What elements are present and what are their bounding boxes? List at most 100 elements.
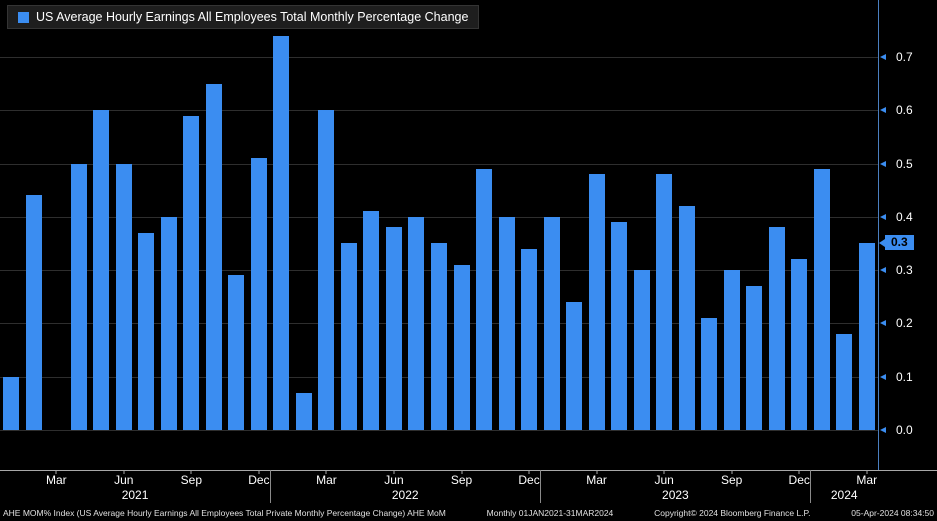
x-axis-year-label: 2021 xyxy=(121,488,149,502)
x-axis-tick xyxy=(663,470,665,474)
x-axis-year-label: 2022 xyxy=(391,488,419,502)
y-axis-tick-icon xyxy=(880,373,886,380)
year-divider-line xyxy=(270,470,272,503)
bar xyxy=(521,248,538,430)
bar xyxy=(498,216,515,430)
bar xyxy=(340,243,357,430)
y-axis-tick-label: 0.0 xyxy=(896,423,913,437)
x-axis-tick xyxy=(258,470,260,474)
bar xyxy=(836,334,853,430)
footer: AHE MOM% Index (US Average Hourly Earnin… xyxy=(0,507,937,519)
bar xyxy=(25,195,42,430)
gridline xyxy=(0,216,878,218)
bar xyxy=(138,232,155,430)
x-axis-month-label: Jun xyxy=(114,473,134,487)
x-axis-month-label: Mar xyxy=(316,473,337,487)
bar xyxy=(318,110,335,430)
year-divider-line xyxy=(810,470,812,503)
x-axis-month-label: Sep xyxy=(450,473,473,487)
y-axis-tick-icon xyxy=(880,53,886,60)
y-axis-tick-icon xyxy=(880,107,886,114)
bar xyxy=(813,168,830,430)
x-axis-month-label: Jun xyxy=(654,473,674,487)
gridline xyxy=(0,430,878,431)
bar xyxy=(611,222,628,430)
y-axis-tick-label: 0.7 xyxy=(896,49,913,64)
x-axis-year-label: 2023 xyxy=(662,488,689,502)
bar xyxy=(701,318,718,430)
x-axis-month-label: Sep xyxy=(180,473,203,487)
bar xyxy=(228,275,245,430)
bar xyxy=(3,376,20,430)
gridline xyxy=(0,110,878,112)
x-axis-tick xyxy=(461,470,462,474)
bar xyxy=(746,286,763,430)
gridline xyxy=(0,163,878,165)
footer-description: AHE MOM% Index (US Average Hourly Earnin… xyxy=(3,508,446,518)
gridline xyxy=(0,56,878,58)
y-axis-tick-label: 0.4 xyxy=(896,209,913,224)
footer-timestamp: 05-Apr-2024 08:34:50 xyxy=(851,508,934,518)
x-axis-tick xyxy=(123,470,125,474)
bar xyxy=(633,270,650,430)
x-axis-month-label: Dec xyxy=(248,473,270,487)
y-axis-tick-icon xyxy=(880,213,886,220)
bar xyxy=(250,158,267,430)
x-axis-month-label: Mar xyxy=(45,473,67,487)
y-axis-tick-icon xyxy=(880,160,886,167)
x-axis-tick xyxy=(393,470,395,474)
year-divider-line xyxy=(540,470,542,503)
legend-swatch-icon xyxy=(18,11,29,23)
x-axis-tick xyxy=(731,470,733,474)
bar xyxy=(273,35,290,430)
bar xyxy=(791,259,808,430)
bar xyxy=(363,211,380,430)
bar xyxy=(453,264,470,430)
y-axis-line xyxy=(878,0,879,470)
y-axis-tick-label: 0.2 xyxy=(896,316,913,331)
bar xyxy=(543,216,560,430)
bar xyxy=(678,206,695,430)
x-axis-month-label: Sep xyxy=(720,473,743,487)
y-axis-tick-label: 0.3 xyxy=(896,263,913,278)
x-axis-month-label: Mar xyxy=(586,473,607,487)
bar xyxy=(70,163,87,430)
x-axis-line xyxy=(0,470,937,471)
bar xyxy=(723,270,740,430)
x-axis-year-label: 2024 xyxy=(830,488,858,502)
bar xyxy=(656,174,673,430)
legend[interactable]: US Average Hourly Earnings All Employees… xyxy=(7,5,480,29)
bar xyxy=(183,115,200,430)
plot-area[interactable] xyxy=(0,0,878,470)
bar xyxy=(93,110,110,430)
x-axis-month-label: Dec xyxy=(788,473,810,487)
bar xyxy=(295,392,312,430)
last-value-badge: 0.3 xyxy=(879,235,914,251)
x-axis-tick xyxy=(325,470,327,474)
x-axis-tick xyxy=(190,470,192,474)
bar xyxy=(588,174,605,430)
x-axis-tick xyxy=(596,470,598,474)
y-axis-tick-label: 0.5 xyxy=(896,156,913,171)
footer-copyright: Copyright© 2024 Bloomberg Finance L.P. xyxy=(654,508,811,518)
bar xyxy=(566,302,583,430)
bar xyxy=(385,227,402,430)
y-axis-tick-label: 0.1 xyxy=(896,369,913,384)
bar xyxy=(408,216,425,430)
bar xyxy=(476,168,493,430)
x-axis-month-label: Dec xyxy=(518,473,540,487)
y-axis-tick-icon xyxy=(880,267,886,274)
footer-period: Monthly 01JAN2021-31MAR2024 xyxy=(486,508,614,518)
x-axis-tick xyxy=(528,470,530,474)
x-axis-tick xyxy=(866,470,868,474)
bar xyxy=(858,243,875,430)
bar xyxy=(431,243,447,430)
bar xyxy=(205,83,222,430)
bar xyxy=(115,163,132,430)
legend-label: US Average Hourly Earnings All Employees… xyxy=(36,10,469,24)
y-axis-tick-label: 0.6 xyxy=(896,103,913,118)
y-axis-tick-icon xyxy=(880,427,886,433)
bar xyxy=(768,227,785,430)
bar xyxy=(160,216,177,430)
